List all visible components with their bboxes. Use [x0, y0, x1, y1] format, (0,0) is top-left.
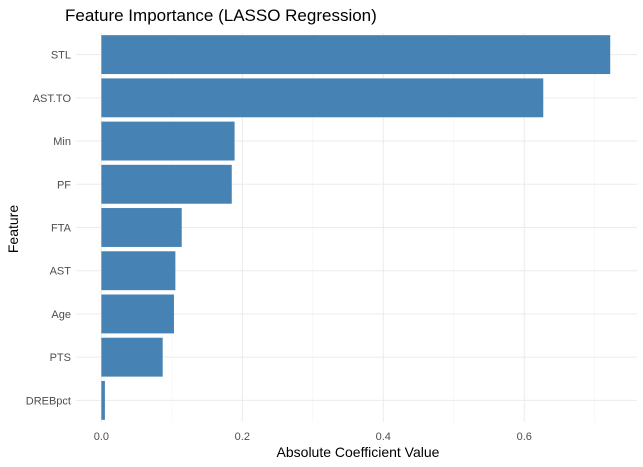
y-tick-label: AST: [50, 266, 72, 278]
x-tick-label: 0.4: [376, 431, 391, 443]
y-tick-label: PF: [57, 179, 71, 191]
bar-pf: [101, 164, 232, 204]
bar-min: [101, 121, 235, 161]
y-tick-label: Min: [53, 136, 71, 148]
bar-fta: [101, 208, 182, 247]
y-tick-label: FTA: [51, 223, 72, 235]
y-tick-label: DREBpct: [26, 395, 71, 407]
y-tick-label: Age: [51, 309, 71, 321]
bar-ast-to: [101, 78, 544, 118]
chart-title: Feature Importance (LASSO Regression): [65, 6, 377, 25]
x-axis-title: Absolute Coefficient Value: [277, 444, 440, 460]
y-tick-label: PTS: [50, 352, 71, 364]
y-tick-label: AST.TO: [33, 93, 72, 105]
x-tick-label: 0.6: [517, 431, 532, 443]
x-tick-label: 0.2: [235, 431, 250, 443]
bar-age: [101, 294, 174, 334]
y-axis-title: Feature: [5, 205, 21, 253]
bar-ast: [101, 251, 176, 291]
y-tick-label: STL: [51, 50, 71, 62]
plot-area: STL AST.TO Min PF FTA AST Age PTS DREBpct 0.0 0.2 0…: [26, 33, 637, 443]
x-tick-label: 0.0: [94, 431, 109, 443]
bar-drebpct: [101, 380, 105, 420]
bar-stl: [101, 35, 611, 75]
bar-pts: [101, 337, 163, 377]
